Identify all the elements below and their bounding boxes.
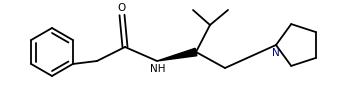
Polygon shape (157, 48, 197, 61)
Text: NH: NH (150, 64, 166, 74)
Text: N: N (272, 48, 280, 58)
Text: O: O (117, 3, 125, 13)
